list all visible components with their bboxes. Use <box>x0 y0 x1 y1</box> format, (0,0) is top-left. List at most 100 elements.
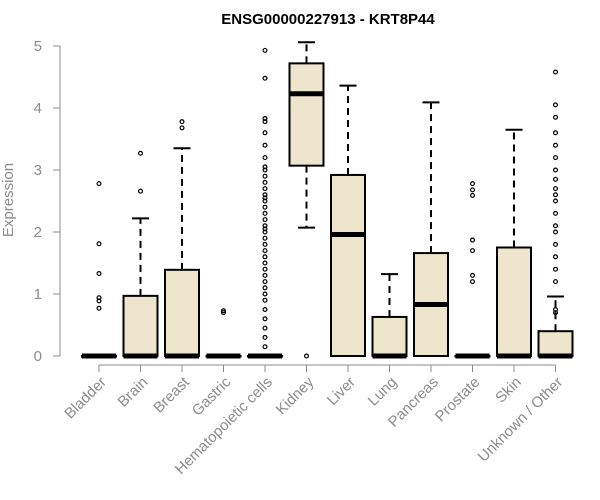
outlier-point <box>262 217 268 223</box>
outlier-point <box>552 266 558 272</box>
outlier-point <box>262 192 268 198</box>
y-tick-label: 5 <box>34 38 42 55</box>
outlier-point <box>138 150 144 156</box>
outlier-point <box>262 155 268 161</box>
outlier-point <box>262 291 268 297</box>
outlier-point <box>138 188 144 194</box>
outlier-point <box>552 69 558 75</box>
box-skin <box>496 128 532 359</box>
x-tick-label: Skin <box>492 374 525 407</box>
box-gastric <box>205 308 242 359</box>
x-tick-label: Prostate <box>432 374 484 426</box>
outlier-point <box>552 186 558 192</box>
outlier-point <box>262 47 268 53</box>
box-prostate <box>454 181 491 359</box>
outlier-point <box>262 272 268 278</box>
outlier-point <box>262 307 268 313</box>
outlier-point <box>262 266 268 272</box>
box-iqr <box>537 330 574 358</box>
x-tick-label: Lung <box>365 374 401 410</box>
outlier-point <box>262 248 268 254</box>
outlier-point <box>262 297 268 303</box>
outlier-point <box>552 210 558 216</box>
outlier-point <box>470 272 476 278</box>
outlier-point <box>262 223 268 229</box>
outlier-point <box>304 353 310 359</box>
outlier-point <box>552 142 558 148</box>
outlier-point <box>552 130 558 136</box>
outlier-point <box>262 130 268 136</box>
box-iqr <box>496 246 532 357</box>
outlier-point <box>552 310 558 316</box>
outlier-point <box>552 176 558 182</box>
outlier-point <box>179 119 185 125</box>
y-tick-label: 3 <box>34 162 42 179</box>
plot-area <box>81 41 574 359</box>
x-tick-label: Liver <box>324 374 359 409</box>
outlier-point <box>262 119 268 125</box>
y-tick-label: 1 <box>34 286 42 303</box>
chart-title: ENSG00000227913 - KRT8P44 <box>221 11 435 28</box>
outlier-point <box>470 237 476 243</box>
outlier-point <box>262 75 268 81</box>
outlier-point <box>262 198 268 204</box>
outlier-point <box>262 235 268 241</box>
outlier-point <box>552 223 558 229</box>
outlier-point <box>262 164 268 170</box>
x-tick-label: Kidney <box>273 373 318 418</box>
box-iqr <box>164 268 200 358</box>
outlier-point <box>262 279 268 285</box>
outlier-point <box>262 167 268 173</box>
outlier-point <box>179 125 185 131</box>
y-tick-label: 0 <box>34 348 42 365</box>
outlier-point <box>96 295 102 301</box>
x-tick-label: Breast <box>150 373 193 416</box>
outlier-point <box>262 260 268 266</box>
outlier-point <box>262 229 268 235</box>
x-tick-label: Bladder <box>61 374 110 423</box>
outlier-point <box>470 181 476 187</box>
box-hematopoietic-cells <box>247 47 283 359</box>
outlier-point <box>262 316 268 322</box>
box-brain <box>122 150 159 359</box>
outlier-point <box>552 192 558 198</box>
outlier-point <box>262 285 268 291</box>
outlier-point <box>262 210 268 216</box>
outlier-point <box>96 298 102 304</box>
box-iqr <box>330 173 366 357</box>
outlier-point <box>262 226 268 232</box>
box-breast <box>164 119 200 359</box>
y-tick-label: 4 <box>34 100 42 117</box>
box-liver <box>330 84 366 357</box>
outlier-point <box>552 102 558 108</box>
outlier-point <box>552 155 558 161</box>
box-iqr <box>122 294 159 357</box>
outlier-point <box>262 325 268 331</box>
box-iqr <box>288 62 325 167</box>
outlier-point <box>262 344 268 350</box>
outlier-point <box>262 186 268 192</box>
outlier-point <box>221 310 227 316</box>
outlier-point <box>262 173 268 179</box>
outlier-point <box>96 305 102 311</box>
outlier-point <box>552 241 558 247</box>
outlier-point <box>262 334 268 340</box>
x-tick-label: Brain <box>115 374 152 411</box>
outlier-point <box>262 204 268 210</box>
box-unknown-other <box>537 69 574 359</box>
outlier-point <box>96 181 102 187</box>
outlier-point <box>262 116 268 122</box>
outlier-point <box>262 142 268 148</box>
outlier-point <box>552 279 558 285</box>
box-lung <box>371 273 408 359</box>
y-axis-label: Expression <box>0 163 17 237</box>
outlier-point <box>470 192 476 198</box>
outlier-point <box>552 167 558 173</box>
outlier-point <box>552 114 558 120</box>
outlier-point <box>470 187 476 193</box>
outlier-point <box>470 279 476 285</box>
outlier-point <box>552 307 558 313</box>
outlier-point <box>262 241 268 247</box>
outlier-point <box>262 195 268 201</box>
